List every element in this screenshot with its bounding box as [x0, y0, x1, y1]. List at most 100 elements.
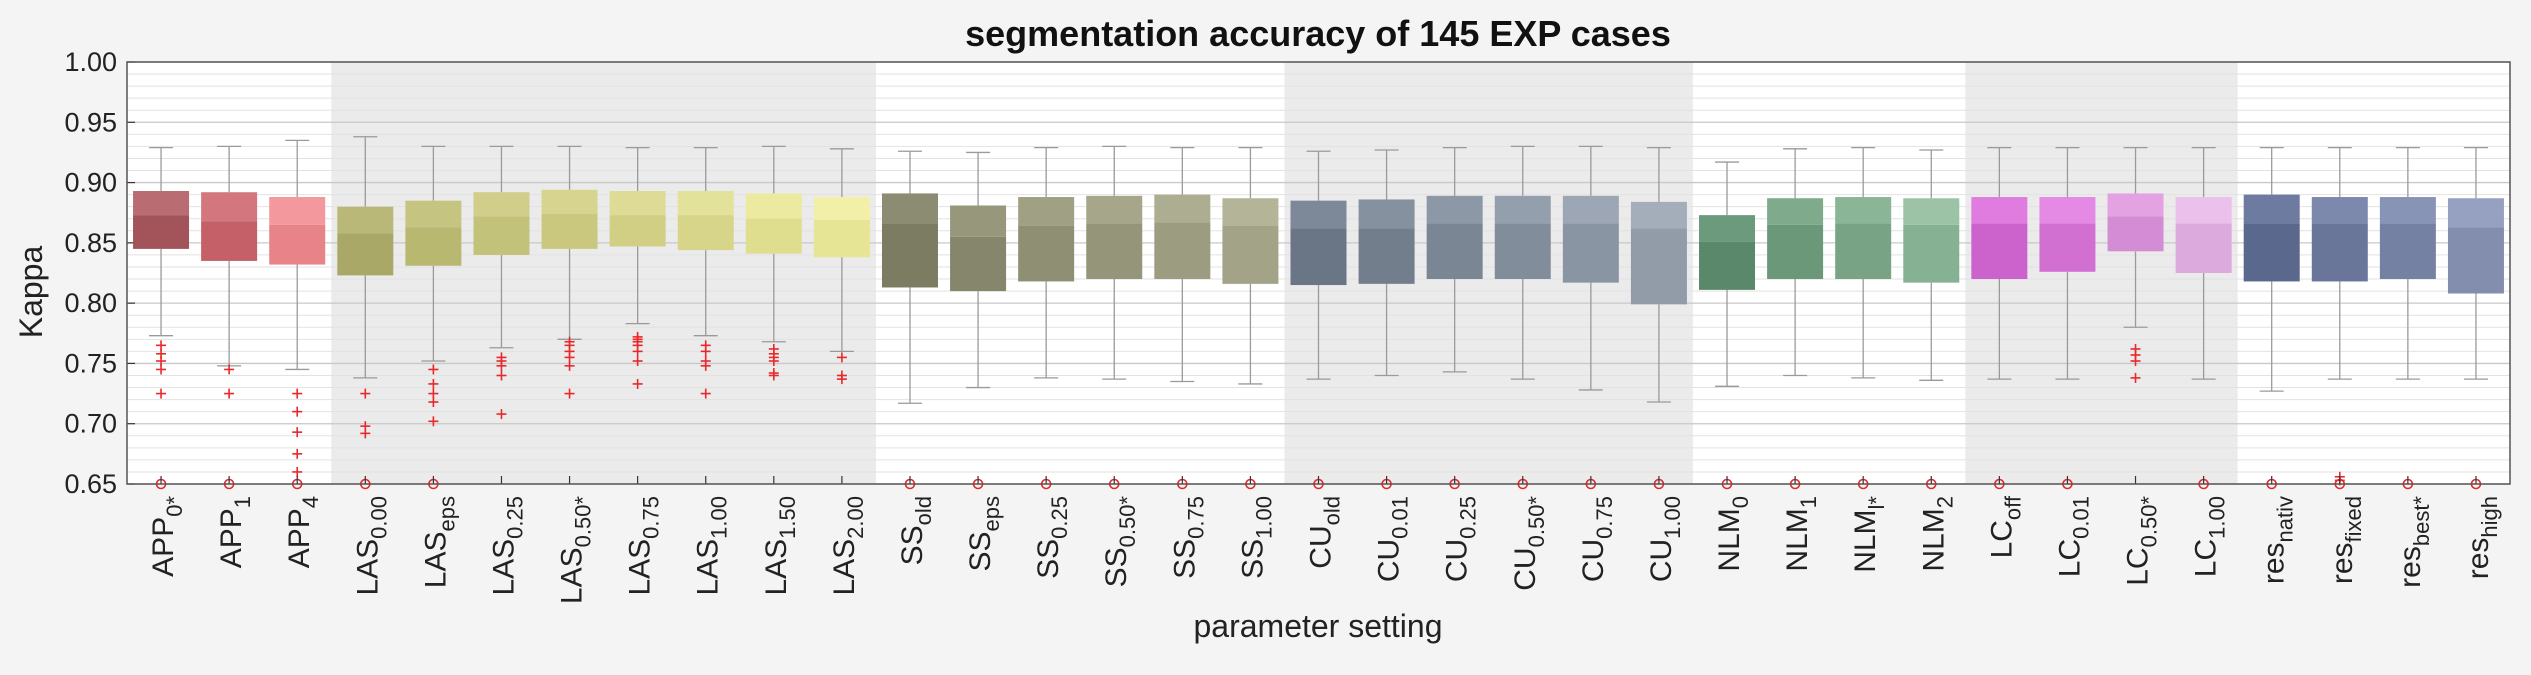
- outlier-point: [496, 370, 507, 381]
- box-upper-half: [1222, 198, 1279, 226]
- outlier-point: [360, 388, 371, 399]
- box-upper-half: [677, 191, 734, 216]
- box-upper-half: [1494, 195, 1551, 224]
- box-lower-half: [1426, 223, 1483, 280]
- outlier-point: [768, 343, 779, 354]
- box-LAS-2.00: [813, 148, 870, 484]
- x-tick-label-LAS-eps: LASeps: [419, 496, 459, 588]
- box-lower-half: [1086, 223, 1143, 280]
- box-upper-half: [2039, 197, 2096, 224]
- box-LAS-1.50: [745, 145, 802, 484]
- outlier-point: [700, 340, 711, 351]
- box-lower-half: [405, 227, 462, 266]
- box-lower-half: [677, 215, 734, 251]
- box-upper-half: [1630, 201, 1687, 229]
- group-shading-band: [331, 62, 876, 484]
- outlier-point: [564, 336, 575, 347]
- box-lower-half: [2447, 227, 2504, 294]
- x-tick-label-SS-1.00: SS1.00: [1236, 496, 1276, 579]
- x-tick-label-res-nativ: resnativ: [2258, 496, 2298, 584]
- box-upper-half: [1835, 197, 1892, 224]
- box-lower-half: [2243, 223, 2300, 282]
- box-NLM-1: [1767, 148, 1824, 490]
- outlier-point: [292, 448, 303, 459]
- y-tick-label: 0.90: [64, 168, 117, 198]
- box-res-high: [2447, 146, 2504, 490]
- x-tick-label-CU-1.00: CU1.00: [1645, 496, 1685, 582]
- box-lower-half: [745, 218, 802, 254]
- outlier-point: [564, 360, 575, 371]
- outlier-point: [428, 397, 439, 408]
- box-upper-half: [201, 192, 258, 222]
- box-upper-half: [2175, 197, 2232, 224]
- x-tick-label-LAS-0.50*: LAS0.50*: [556, 496, 596, 605]
- outlier-point: [224, 388, 235, 399]
- outlier-point: [768, 368, 779, 379]
- box-LAS-eps: [405, 145, 462, 490]
- box-lower-half: [1222, 225, 1279, 284]
- box-lower-half: [1018, 225, 1075, 282]
- box-lower-half: [609, 215, 666, 247]
- box-lower-half: [1630, 228, 1687, 305]
- box-LAS-0.00: [337, 136, 394, 490]
- box-upper-half: [2311, 197, 2368, 224]
- y-axis-label: Kappa: [13, 246, 49, 339]
- x-tick-label-LAS-1.00: LAS1.00: [692, 496, 732, 596]
- box-SS-old: [881, 150, 938, 490]
- box-upper-half: [2243, 194, 2300, 224]
- outlier-point: [156, 364, 167, 375]
- axes-frame: [126, 61, 2511, 485]
- box-lower-half: [2039, 223, 2096, 272]
- outlier-point: [156, 348, 167, 359]
- box-upper-half: [269, 197, 326, 225]
- outlier-point: [836, 370, 847, 381]
- outlier-point: [360, 421, 371, 432]
- box-lower-half: [1903, 224, 1960, 283]
- x-tick-label-NLM-1: NLM1: [1781, 496, 1821, 572]
- x-tick-label-APP-1: APP1: [215, 496, 255, 568]
- box-upper-half: [1699, 215, 1756, 242]
- box-upper-half: [609, 191, 666, 216]
- box-upper-half: [1903, 198, 1960, 225]
- x-tick-label-SS-0.75: SS0.75: [1168, 496, 1208, 579]
- y-tick-label: 1.00: [64, 47, 117, 77]
- box-lower-half: [473, 216, 530, 255]
- x-tick-label-LAS-0.75: LAS0.75: [624, 496, 664, 596]
- x-tick-label-LAS-0.00: LAS0.00: [351, 496, 391, 596]
- box-upper-half: [133, 191, 190, 216]
- outlier-point: [632, 331, 643, 342]
- box-lower-half: [1971, 223, 2028, 280]
- box-lower-half: [1494, 223, 1551, 280]
- group-shading-band: [1284, 62, 1693, 484]
- box-upper-half: [2447, 198, 2504, 228]
- x-tick-label-CU-0.50*: CU0.50*: [1509, 496, 1549, 591]
- box-lower-half: [1699, 241, 1756, 290]
- x-tick-label-LC-0.50*: LC0.50*: [2122, 496, 2162, 586]
- x-tick-label-LAS-2.00: LAS2.00: [828, 496, 868, 596]
- box-SS-0.25: [1018, 146, 1075, 490]
- y-tick-label: 0.85: [64, 228, 117, 258]
- x-tick-label-res-high: reshigh: [2462, 496, 2502, 579]
- box-lower-half: [1154, 222, 1211, 280]
- outlier-point: [496, 409, 507, 420]
- box-SS-0.50*: [1086, 145, 1143, 490]
- box-upper-half: [1018, 197, 1075, 226]
- outlier-point: [292, 406, 303, 417]
- box-lower-half: [2311, 223, 2368, 282]
- x-tick-label-NLM-0: NLM0: [1713, 496, 1753, 572]
- x-tick-label-SS-0.50*: SS0.50*: [1100, 496, 1140, 588]
- box-upper-half: [337, 206, 394, 234]
- box-APP-1: [201, 145, 258, 490]
- x-tick-label-SS-0.25: SS0.25: [1032, 496, 1072, 579]
- box-lower-half: [541, 213, 598, 249]
- y-tick-label: 0.95: [64, 107, 117, 137]
- outlier-point: [156, 340, 167, 351]
- box-res-nativ: [2243, 146, 2300, 490]
- x-tick-label-APP-4: APP4: [283, 496, 323, 568]
- box-SS-eps: [950, 151, 1007, 490]
- box-CU-0.25: [1426, 146, 1483, 490]
- x-tick-label-CU-0.01: CU0.01: [1373, 496, 1413, 582]
- box-upper-half: [1562, 195, 1619, 224]
- x-tick-label-SS-old: SSold: [896, 496, 936, 565]
- x-tick-label-res-fixed: resfixed: [2326, 496, 2366, 584]
